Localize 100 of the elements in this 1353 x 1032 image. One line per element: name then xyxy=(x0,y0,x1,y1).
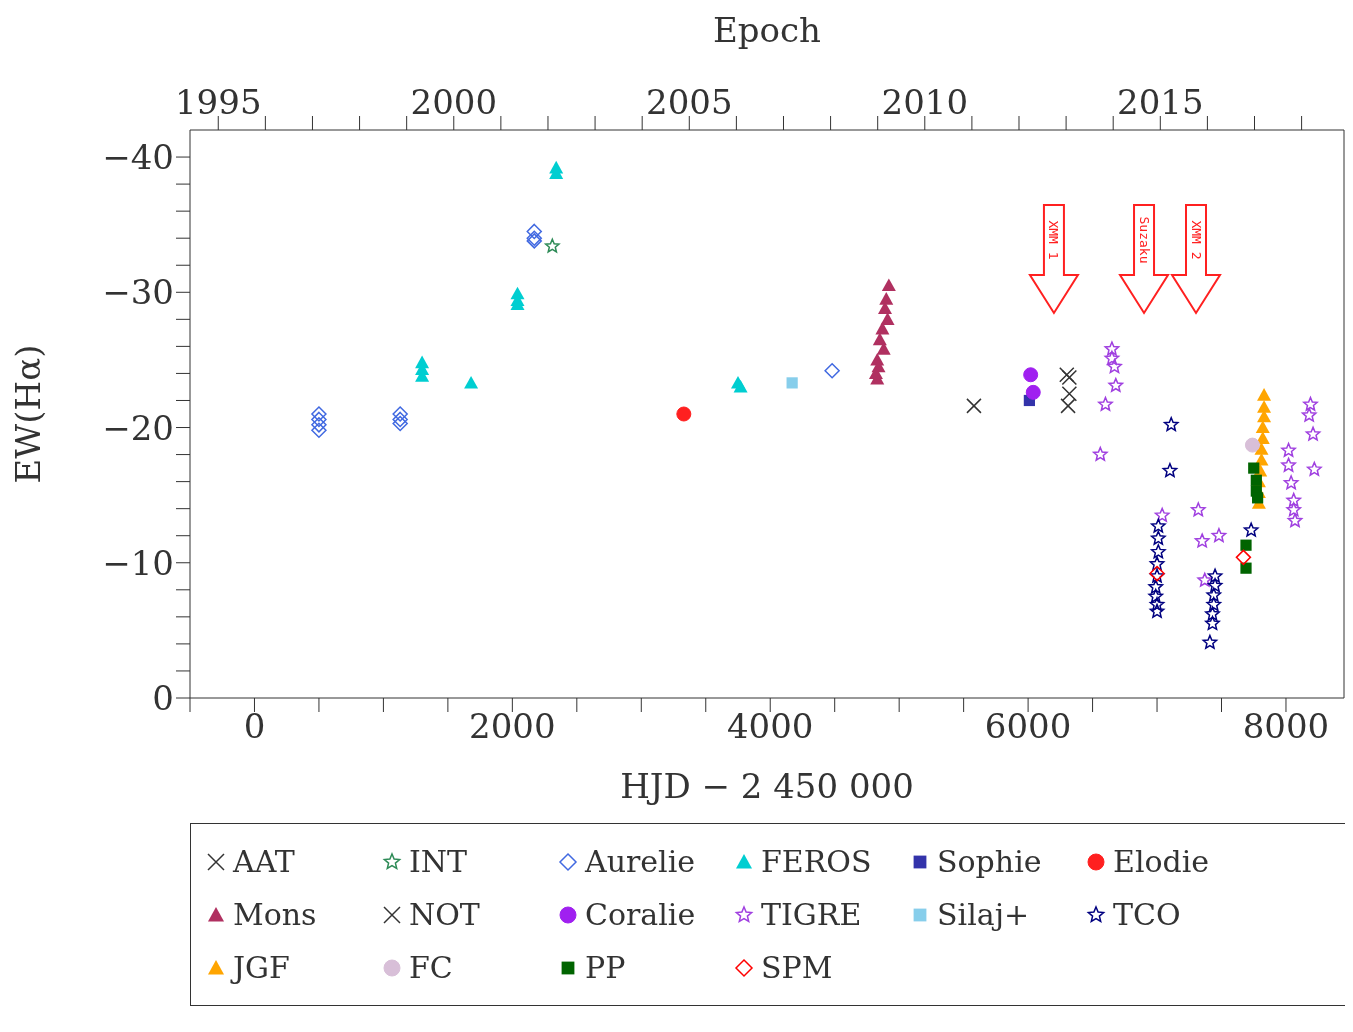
point xyxy=(1150,544,1166,559)
point xyxy=(1190,502,1206,517)
point xyxy=(1194,533,1210,548)
point xyxy=(311,422,327,438)
legend-label: TCO xyxy=(1113,897,1181,932)
point xyxy=(1205,615,1220,631)
point xyxy=(1303,396,1318,411)
x2-tick-label: 2010 xyxy=(881,82,969,122)
point xyxy=(1207,578,1223,593)
point xyxy=(1257,400,1272,413)
point xyxy=(1149,603,1165,618)
point xyxy=(1163,417,1179,432)
down-arrow: XMM 2 xyxy=(1170,204,1222,315)
point xyxy=(880,312,895,325)
point xyxy=(1197,572,1213,587)
legend-label: NOT xyxy=(409,897,480,932)
point xyxy=(1257,388,1272,401)
x-tick-label: 8000 xyxy=(1242,706,1330,747)
x-tick-label: 6000 xyxy=(984,706,1072,747)
point xyxy=(1252,492,1264,504)
legend-label: Aurelie xyxy=(585,844,696,879)
point xyxy=(392,406,408,422)
point xyxy=(1287,513,1303,528)
point xyxy=(1301,407,1317,422)
point xyxy=(1211,527,1227,543)
point xyxy=(1092,446,1108,461)
legend-label: Sophie xyxy=(937,844,1042,879)
point xyxy=(1240,539,1252,551)
point xyxy=(1255,420,1270,434)
x2-tick-label: 2015 xyxy=(1117,82,1204,122)
point xyxy=(872,332,887,346)
point xyxy=(824,362,840,379)
x-tick-label: 4000 xyxy=(726,706,814,747)
x-tick-label: 0 xyxy=(243,706,266,747)
x-axis-title: HJD − 2 450 000 xyxy=(620,766,914,806)
point xyxy=(1104,350,1120,365)
legend-label: Mons xyxy=(233,897,317,932)
point xyxy=(1240,562,1252,574)
point xyxy=(1286,492,1302,507)
x-tick-label: 2000 xyxy=(469,706,556,747)
point xyxy=(1283,475,1299,490)
point xyxy=(1286,502,1302,517)
point xyxy=(786,377,798,389)
y-tick-label: 0 xyxy=(152,678,174,719)
point xyxy=(1025,384,1041,400)
point xyxy=(966,398,982,414)
point xyxy=(1162,463,1178,478)
x2-tick-label: 1995 xyxy=(175,82,262,122)
legend-label: PP xyxy=(585,950,626,985)
point xyxy=(1104,341,1120,356)
y-tick-label: −30 xyxy=(102,272,174,313)
legend-label: Coralie xyxy=(585,897,696,932)
point xyxy=(311,411,327,428)
point xyxy=(544,238,560,253)
point xyxy=(879,292,894,305)
x2-tick-label: 2000 xyxy=(410,82,498,122)
point xyxy=(1205,606,1220,621)
point xyxy=(311,417,327,433)
y-tick-label: −10 xyxy=(102,542,174,583)
point xyxy=(311,406,327,422)
point xyxy=(881,278,896,292)
point xyxy=(1202,634,1218,649)
point xyxy=(464,375,479,389)
y-tick-label: −40 xyxy=(102,137,174,178)
point xyxy=(1023,367,1039,383)
point xyxy=(1206,596,1222,612)
legend-label: Silaj+ xyxy=(937,897,1030,932)
point xyxy=(1207,568,1223,583)
legend-label: AAT xyxy=(233,844,295,879)
point xyxy=(1150,530,1166,545)
point xyxy=(1149,556,1165,571)
point xyxy=(1248,462,1260,474)
legend-label: SPM xyxy=(761,950,833,985)
annotation: XMM 1 xyxy=(1046,220,1062,260)
point xyxy=(1060,398,1076,414)
point xyxy=(392,411,408,428)
point xyxy=(1148,579,1164,594)
point xyxy=(1148,588,1164,603)
point xyxy=(1098,396,1113,411)
point xyxy=(1150,518,1166,533)
y-tick-label: −20 xyxy=(102,407,174,448)
point xyxy=(1107,358,1122,374)
legend-label: INT xyxy=(409,844,468,879)
down-arrow: Suzaku xyxy=(1118,204,1170,315)
point xyxy=(1281,457,1296,472)
point xyxy=(733,379,748,393)
down-arrow: XMM 1 xyxy=(1028,204,1080,315)
point xyxy=(1243,522,1259,537)
point xyxy=(1154,507,1170,522)
point xyxy=(1235,549,1252,566)
point xyxy=(1061,385,1078,402)
point xyxy=(1149,596,1165,612)
annotation: Suzaku xyxy=(1136,216,1152,264)
point xyxy=(1206,587,1222,602)
point xyxy=(1305,426,1321,441)
legend-label: FC xyxy=(409,950,453,985)
point xyxy=(1306,461,1322,476)
annotation: XMM 2 xyxy=(1188,220,1204,260)
legend-label: Elodie xyxy=(1113,844,1210,879)
y-axis-title: EW(Hα) xyxy=(8,344,49,484)
